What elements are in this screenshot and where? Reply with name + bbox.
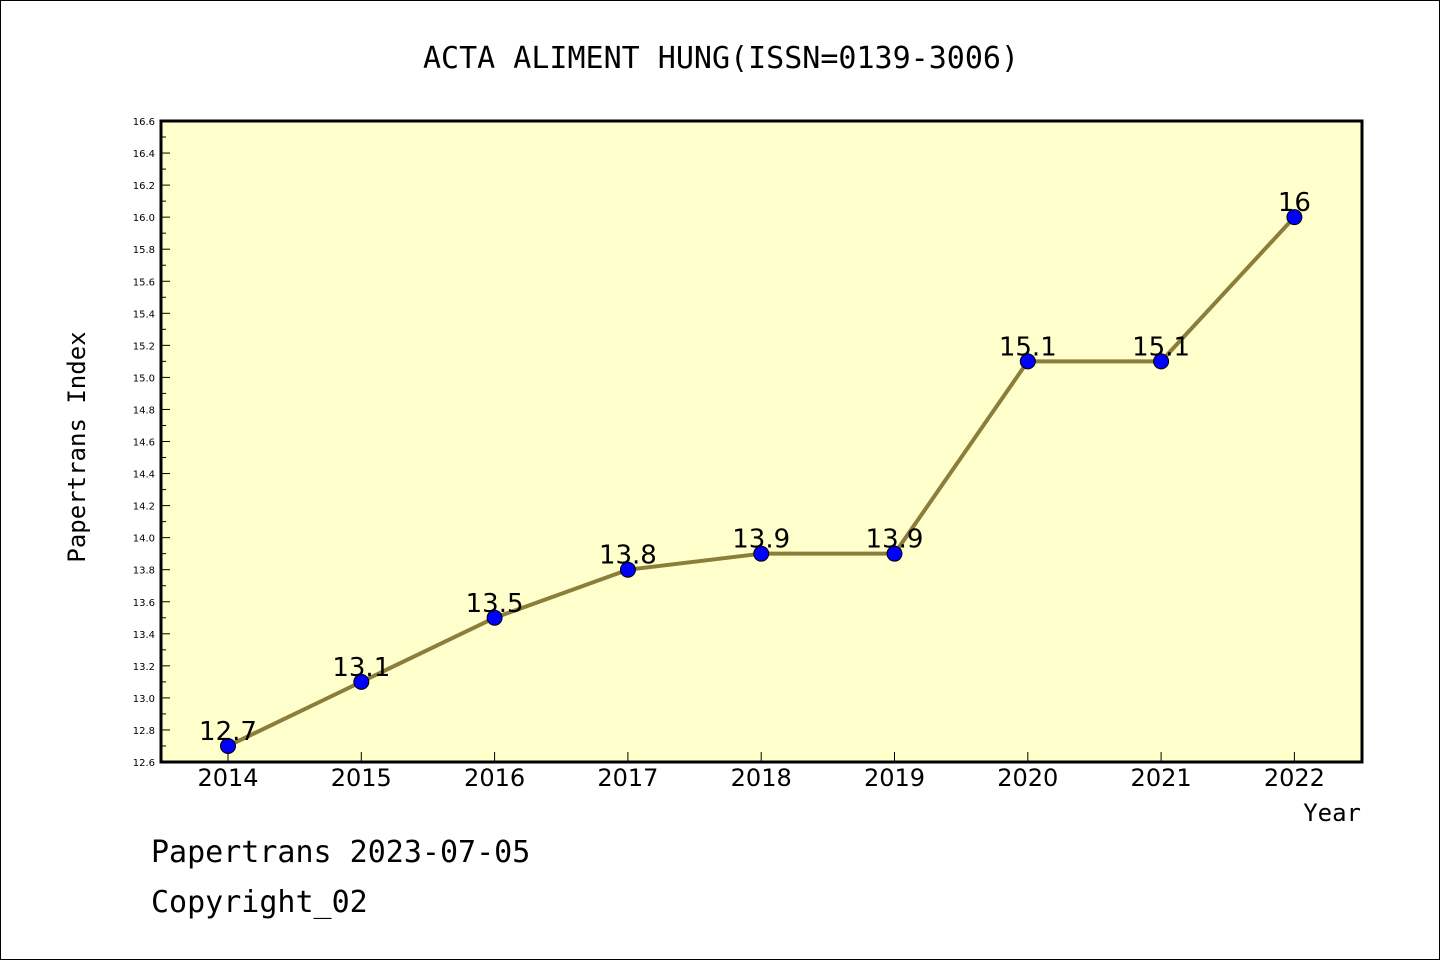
data-point-label: 13.9: [732, 525, 790, 555]
data-point-marker: [1019, 353, 1036, 370]
x-tick-label: 2018: [731, 764, 792, 792]
footer-copyright-line: Copyright_02: [151, 885, 368, 920]
data-point-label: 13.5: [466, 589, 524, 619]
data-point-label: 13.1: [332, 653, 390, 683]
data-point-marker: [753, 545, 770, 562]
y-tick-label: 14.6: [133, 438, 155, 449]
data-point-label: 13.9: [866, 525, 924, 555]
x-tick-label: 2022: [1264, 764, 1325, 792]
data-point-label: 15.1: [1132, 332, 1190, 362]
data-point-marker: [1153, 353, 1170, 370]
data-point-marker: [353, 673, 370, 690]
y-tick-label: 13.8: [133, 566, 155, 577]
x-tick-label: 2015: [331, 764, 392, 792]
y-axis: 12.6 12.8 13.0 13.2 13.4 13.6 13.8 14.0 14.2 14.4…: [133, 117, 170, 769]
y-tick-label: 16.0: [133, 213, 155, 224]
y-tick-label: 13.2: [133, 662, 155, 673]
y-tick-label: 16.6: [133, 117, 155, 128]
y-tick-label: 12.6: [133, 758, 155, 769]
data-point-marker: [619, 561, 636, 578]
y-tick-label: 13.6: [133, 598, 155, 609]
x-tick-label: 2021: [1131, 764, 1192, 792]
chart-title: ACTA ALIMENT HUNG(ISSN=0139-3006): [423, 41, 1019, 76]
y-tick-label: 15.6: [133, 277, 155, 288]
data-point-marker: [486, 609, 503, 626]
y-tick-label: 15.2: [133, 341, 155, 352]
x-axis-label: Year: [1303, 799, 1361, 827]
data-point-marker: [886, 545, 903, 562]
data-point-marker: [220, 737, 236, 754]
data-point-marker: [1286, 209, 1303, 226]
y-tick-label: 14.8: [133, 405, 155, 416]
data-point-label: 16: [1278, 188, 1311, 218]
data-point-label: 12.7: [199, 717, 257, 747]
y-tick-label: 14.0: [133, 534, 155, 545]
y-tick-label: 16.2: [133, 181, 155, 192]
x-tick-label: 2017: [597, 764, 658, 792]
y-tick-label: 13.4: [133, 630, 155, 641]
data-point-label: 15.1: [999, 332, 1057, 362]
footer-date-line: Papertrans 2023-07-05: [151, 835, 531, 870]
y-tick-label: 15.8: [133, 245, 155, 256]
y-tick-label: 14.4: [133, 470, 155, 481]
data-series: 12.7 13.1 13.5 13.8 13.9 13.9 15.1 15.1 16: [199, 188, 1311, 754]
x-tick-label: 2020: [997, 764, 1058, 792]
x-tick-label: 2016: [464, 764, 525, 792]
y-axis-label: Papertrans Index: [63, 331, 91, 562]
x-axis: 2014 2015 2016 2017 2018 2019 2020 2021 2022: [197, 752, 1325, 792]
y-tick-label: 15.4: [133, 309, 155, 320]
y-tick-label: 15.0: [133, 373, 155, 384]
x-tick-label: 2019: [864, 764, 925, 792]
y-tick-label: 16.4: [133, 149, 155, 160]
data-point-label: 13.8: [599, 541, 657, 571]
y-tick-label: 13.0: [133, 694, 155, 705]
y-tick-label: 12.8: [133, 726, 155, 737]
x-tick-label: 2014: [197, 764, 258, 792]
plot-area: [159, 119, 1364, 764]
y-tick-label: 14.2: [133, 502, 155, 513]
